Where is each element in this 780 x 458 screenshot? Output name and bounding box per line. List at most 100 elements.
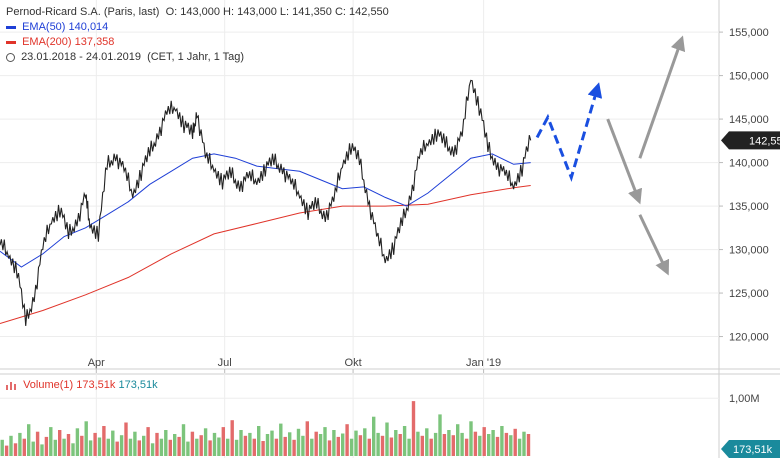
volume-bar (473, 431, 478, 456)
volume-bar (88, 440, 93, 456)
volume-bar (469, 421, 473, 456)
volume-bars-icon (6, 381, 16, 390)
volume-bar (425, 428, 429, 456)
volume-bar (102, 426, 106, 456)
forecast-gray-arrow (638, 35, 686, 159)
volume-bar (243, 435, 248, 456)
volume-bar (93, 432, 97, 456)
volume-bar (270, 430, 274, 456)
volume-bar (487, 434, 491, 456)
volume-bar (305, 421, 309, 456)
volume-bar (336, 436, 340, 456)
volume-bar (71, 443, 75, 456)
forecast-blue-arrow (535, 82, 603, 183)
volume-bar (9, 435, 13, 456)
volume-bar (177, 436, 181, 456)
legend-ema50-row[interactable]: EMA(50) 140,014 (6, 20, 389, 35)
x-tick-label: Apr (88, 357, 105, 369)
volume-bar (442, 434, 447, 456)
volume-bar (394, 430, 398, 456)
volume-bar (226, 438, 230, 456)
ema200-value: 137,358 (74, 36, 115, 48)
volume-bar (97, 437, 102, 456)
legend-ema200-row[interactable]: EMA(200) 137,358 (6, 35, 389, 50)
volume-bar (464, 438, 469, 456)
volume-bar (106, 438, 110, 456)
volume-bar (363, 428, 367, 456)
volume-bar (234, 439, 239, 456)
volume-bar (310, 438, 314, 456)
volume-bar (288, 432, 292, 456)
volume-bar (407, 438, 411, 456)
volume-bar (49, 427, 53, 456)
volume-bar (389, 437, 394, 456)
price-line (0, 79, 532, 326)
ema200-swatch-icon (6, 40, 16, 44)
date-range: 23.01.2018 - 24.01.2019 (21, 51, 141, 63)
ema200-label: EMA(200) (22, 36, 72, 48)
volume-bar (491, 430, 495, 456)
volume-bar (230, 420, 234, 456)
x-tick-label: Okt (345, 357, 362, 369)
volume-bar (526, 434, 531, 456)
volume-bar (150, 443, 155, 456)
volume-last-label: 173,51k (733, 444, 773, 456)
volume-bar (4, 445, 9, 456)
volume-bar (411, 401, 416, 456)
volume-bar (111, 430, 115, 456)
volume-bar (265, 434, 270, 456)
volume-bar (75, 428, 80, 456)
volume-bar (212, 432, 217, 456)
volume-bar (438, 414, 442, 456)
volume-bar (221, 427, 225, 456)
y-tick-label: 135,000 (729, 201, 769, 213)
volume-bar (478, 435, 482, 456)
volume-bar (398, 434, 402, 456)
volume-bar (208, 440, 212, 456)
ema50-swatch-icon (6, 25, 16, 29)
volume-bar (195, 438, 199, 456)
volume-bar (58, 430, 62, 456)
volume-bar (80, 435, 84, 456)
volume-bar (239, 430, 243, 456)
volume-bar (137, 440, 141, 456)
volume-bar (35, 431, 40, 456)
volume-bar (420, 435, 424, 456)
volume-bar (283, 436, 287, 456)
ema50-label: EMA(50) (22, 21, 66, 33)
volume-bar (517, 438, 522, 456)
forecast-gray-arrow (638, 214, 670, 276)
volume-bar (217, 437, 221, 456)
volume-legend[interactable]: Volume(1) 173,51k 173,51k (6, 379, 158, 391)
volume-bar (451, 435, 455, 456)
volume-bar (257, 426, 261, 456)
volume-bar (402, 426, 407, 456)
volume-bar (433, 432, 438, 456)
volume-bar (0, 439, 4, 456)
volume-bar (40, 444, 44, 456)
volume-bar (460, 432, 464, 456)
volume-bar (504, 432, 509, 456)
volume-bar (522, 431, 526, 456)
volume-bar (248, 432, 252, 456)
volume-bar (513, 428, 517, 456)
volume-bar (159, 438, 164, 456)
volume-bar (495, 436, 500, 456)
volume-bar (168, 439, 172, 456)
volume-bar (279, 423, 283, 456)
volume-bar (380, 435, 385, 456)
volume-bar (142, 435, 146, 456)
volume-bar (164, 430, 168, 456)
volume-bar (327, 440, 332, 456)
volume-bar (31, 441, 35, 456)
volume-bar (115, 441, 119, 456)
volume-bar (376, 432, 380, 456)
volume-bar (190, 431, 195, 456)
volume-bar (385, 422, 389, 456)
volume-bar (199, 435, 203, 456)
last-price-tag (721, 131, 780, 150)
volume-bar (447, 430, 451, 456)
volume-bar (354, 430, 358, 456)
ema200-line (0, 185, 531, 324)
